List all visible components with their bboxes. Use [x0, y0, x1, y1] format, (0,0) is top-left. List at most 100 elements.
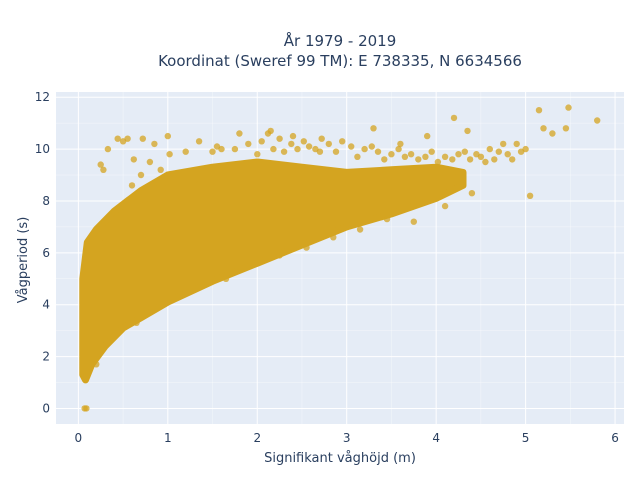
- data-point: [276, 135, 283, 142]
- data-point: [254, 151, 261, 158]
- data-point: [464, 127, 471, 135]
- data-point: [468, 190, 476, 197]
- x-tick-labels: 0 1 2 3 4 5 6: [75, 431, 619, 445]
- data-point: [395, 145, 402, 153]
- x-tick-label: 6: [611, 431, 619, 445]
- x-tick-label: 1: [164, 431, 172, 445]
- x-axis-title: Signifikant våghöjd (m): [264, 451, 416, 466]
- data-point: [139, 135, 146, 142]
- data-point: [146, 158, 154, 166]
- data-point: [354, 153, 361, 160]
- data-point: [166, 151, 173, 158]
- data-point: [522, 145, 529, 153]
- data-point: [330, 234, 337, 241]
- data-point: [495, 148, 502, 155]
- y-tick-label: 10: [35, 142, 50, 156]
- data-point: [160, 184, 167, 192]
- data-point: [294, 145, 301, 153]
- data-point: [509, 156, 516, 163]
- data-point: [83, 405, 90, 412]
- x-tick-label: 2: [253, 431, 261, 445]
- data-point: [267, 127, 274, 135]
- data-point: [104, 145, 112, 153]
- data-point: [114, 135, 121, 142]
- data-point: [374, 148, 382, 155]
- data-point: [562, 125, 570, 132]
- data-point: [157, 166, 164, 173]
- y-tick-label: 4: [42, 298, 50, 312]
- data-point: [401, 153, 409, 160]
- data-point: [115, 208, 122, 215]
- data-point: [339, 138, 346, 145]
- data-point: [441, 202, 449, 210]
- data-point: [332, 148, 340, 155]
- y-tick-label: 2: [42, 350, 50, 364]
- data-point: [258, 138, 265, 145]
- data-point: [540, 125, 547, 132]
- data-point: [137, 171, 145, 179]
- data-point: [370, 125, 377, 132]
- data-point: [422, 153, 429, 160]
- data-point: [300, 138, 307, 145]
- data-point: [504, 151, 511, 158]
- data-point: [209, 148, 216, 155]
- data-point: [245, 140, 252, 148]
- data-point: [276, 252, 283, 259]
- data-point: [231, 145, 239, 153]
- data-point: [434, 158, 442, 166]
- chart-title-line-1: År 1979 - 2019: [284, 31, 397, 50]
- data-point: [93, 361, 100, 368]
- data-point: [318, 135, 325, 142]
- data-point: [236, 130, 243, 137]
- data-point: [526, 192, 534, 199]
- data-point: [424, 132, 431, 140]
- x-tick-label: 5: [522, 431, 530, 445]
- data-point: [124, 135, 131, 142]
- y-tick-label: 6: [42, 246, 50, 260]
- data-point: [455, 151, 462, 158]
- data-point: [407, 151, 415, 158]
- data-point: [482, 158, 489, 166]
- data-point: [441, 153, 449, 160]
- x-tick-label: 4: [432, 431, 440, 445]
- data-point: [128, 182, 136, 189]
- data-point: [368, 143, 375, 150]
- data-point: [173, 197, 180, 205]
- data-point: [303, 244, 310, 251]
- data-point: [100, 166, 107, 173]
- data-point: [449, 156, 456, 163]
- data-point: [486, 145, 493, 153]
- data-point: [288, 140, 295, 148]
- data-point: [249, 260, 256, 267]
- y-tick-label: 0: [42, 401, 50, 415]
- data-point: [316, 148, 324, 155]
- data-point: [594, 117, 601, 124]
- data-point: [466, 156, 474, 163]
- data-point: [361, 145, 368, 153]
- data-point: [218, 145, 225, 153]
- y-tick-label: 12: [35, 90, 50, 104]
- data-point: [549, 130, 556, 137]
- data-point: [130, 156, 137, 163]
- data-point: [535, 107, 543, 114]
- data-point: [381, 156, 388, 163]
- data-point: [195, 138, 203, 145]
- data-point: [289, 132, 297, 140]
- x-tick-label: 3: [343, 431, 351, 445]
- y-tick-labels: 0 2 4 6 8 10 12: [35, 90, 50, 415]
- data-point: [191, 177, 198, 184]
- chart-title-line-2: Koordinat (Sweref 99 TM): E 738335, N 66…: [158, 52, 522, 70]
- y-tick-label: 8: [42, 194, 50, 208]
- data-point: [325, 140, 332, 148]
- data-point: [410, 218, 417, 225]
- data-point: [565, 104, 572, 111]
- data-point: [388, 151, 395, 158]
- data-point: [428, 148, 435, 155]
- data-point: [397, 140, 404, 148]
- data-point: [133, 319, 140, 326]
- data-point: [270, 145, 277, 153]
- data-point: [280, 148, 288, 155]
- data-point: [305, 143, 313, 150]
